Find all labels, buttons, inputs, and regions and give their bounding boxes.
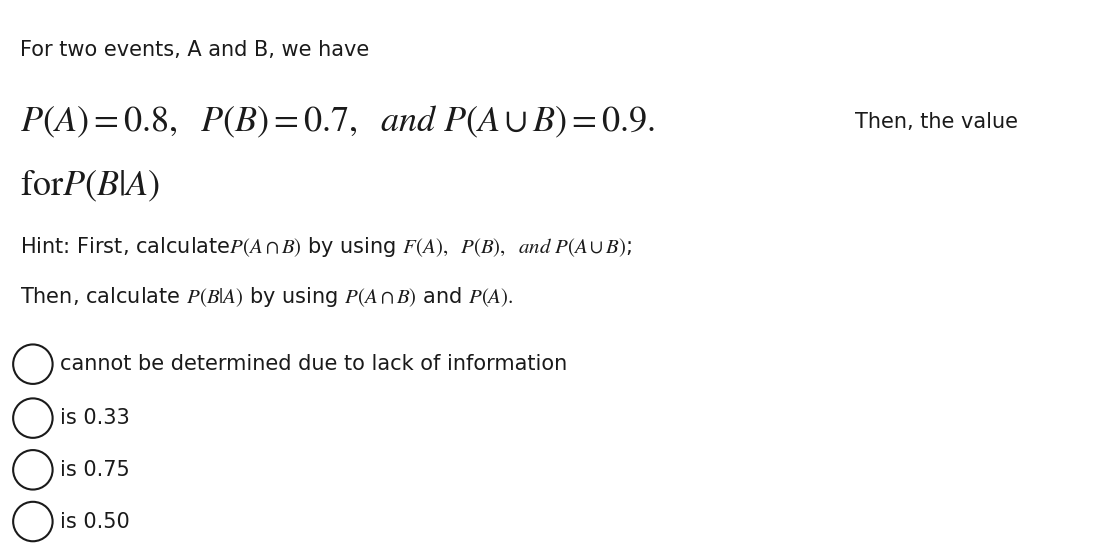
Text: is 0.50: is 0.50 (60, 512, 130, 532)
Text: cannot be determined due to lack of information: cannot be determined due to lack of info… (60, 354, 568, 374)
Text: Then, the value: Then, the value (855, 112, 1018, 132)
Text: for$\mathbf{\mathit{P}}(\mathbf{\mathit{B}}|\mathbf{\mathit{A}})$: for$\mathbf{\mathit{P}}(\mathbf{\mathit{… (20, 168, 160, 204)
Text: is 0.33: is 0.33 (60, 408, 130, 428)
Text: $\mathbf{\mathit{P}}(\mathbf{\mathit{A}}) = 0.8,\ \ \mathbf{\mathit{P}}(\mathbf{: $\mathbf{\mathit{P}}(\mathbf{\mathit{A}}… (20, 105, 655, 140)
Text: For two events, A and B, we have: For two events, A and B, we have (20, 40, 369, 60)
Text: Hint: First, calculate$\mathbf{\mathit{P}}(\mathbf{\mathit{A}} \cap \mathbf{\mat: Hint: First, calculate$\mathbf{\mathit{P… (20, 235, 632, 260)
Text: is 0.75: is 0.75 (60, 460, 130, 480)
Text: Then, calculate $\mathbf{\mathit{P}}(\mathbf{\mathit{B}}|\mathbf{\mathit{A}})$ b: Then, calculate $\mathbf{\mathit{P}}(\ma… (20, 285, 513, 310)
